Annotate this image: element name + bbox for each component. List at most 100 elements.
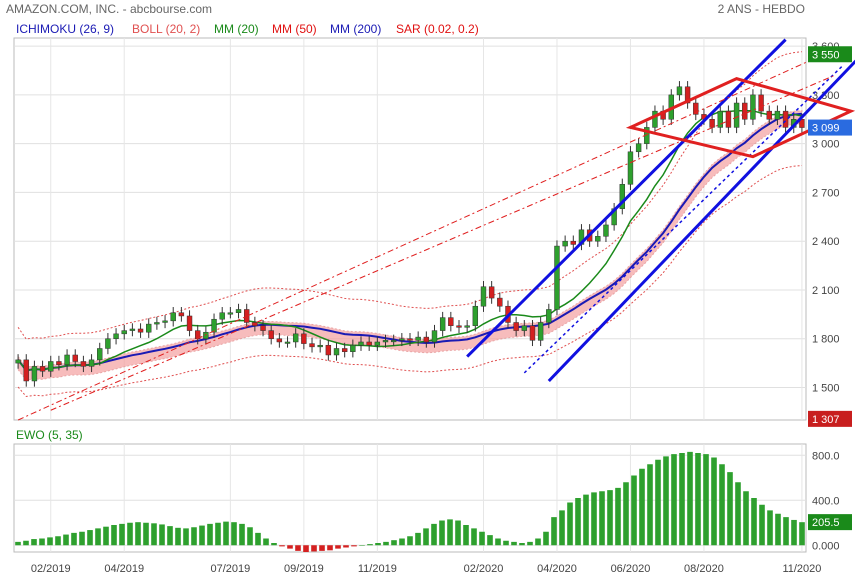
candle-body xyxy=(129,328,136,331)
ewo-bar xyxy=(151,523,157,546)
trend-line xyxy=(466,38,787,358)
ewo-bar xyxy=(751,498,757,546)
ewo-bar xyxy=(471,528,477,546)
ewo-bar xyxy=(591,492,597,546)
ewo-bar xyxy=(207,523,213,546)
price-plot-frame xyxy=(13,37,807,421)
ewo-bar xyxy=(111,525,117,546)
candle-body xyxy=(170,312,176,322)
ewo-bar xyxy=(263,538,269,546)
value-tag: 3 099 xyxy=(812,123,840,135)
ewo-bar xyxy=(655,459,661,546)
candle-body xyxy=(203,331,209,339)
trend-line xyxy=(523,65,844,374)
legend-ichimoku[interactable]: ICHIMOKU (26, 9) xyxy=(16,22,115,36)
candle-body xyxy=(235,309,242,313)
ewo-bar xyxy=(423,528,429,546)
candle-body xyxy=(358,341,364,346)
candle-body xyxy=(635,143,642,153)
ewo-bar xyxy=(463,525,469,546)
candle-body xyxy=(113,333,119,339)
candle-body xyxy=(390,340,397,343)
x-tick-label: 09/2019 xyxy=(284,563,324,575)
ewo-bar xyxy=(47,537,53,546)
ewo-bar xyxy=(679,453,685,546)
ewo-bar xyxy=(231,522,237,546)
ewo-bar xyxy=(127,522,133,546)
legend-ewo[interactable]: EWO (5, 35) xyxy=(16,428,83,442)
ewo-bar xyxy=(391,540,397,546)
ewo-bar xyxy=(135,522,141,546)
price-tick-label: 3 000 xyxy=(812,139,840,151)
ewo-bar xyxy=(319,545,325,551)
ewo-bar xyxy=(559,510,565,546)
legend-sar[interactable]: SAR (0.02, 0.2) xyxy=(396,22,479,36)
ewo-bar xyxy=(367,544,373,546)
ewo-bar xyxy=(383,541,389,546)
x-tick-label: 04/2019 xyxy=(104,563,144,575)
candle-body xyxy=(513,322,519,331)
channel-line xyxy=(17,48,835,421)
ewo-bar xyxy=(439,520,445,546)
x-tick-label: 11/2019 xyxy=(358,563,397,575)
price-tick-label: 2 100 xyxy=(812,285,840,297)
candle-body xyxy=(227,312,234,315)
ewo-bar xyxy=(87,530,93,546)
candle-body xyxy=(178,312,185,317)
x-tick-label: 11/2020 xyxy=(782,563,821,575)
ewo-bar xyxy=(351,545,357,547)
legend-mm200[interactable]: MM (200) xyxy=(330,22,382,36)
candle-body xyxy=(782,110,789,128)
candle-body xyxy=(48,361,54,372)
chart-title: AMAZON.COM, INC. - abcbourse.com xyxy=(6,2,213,16)
ewo-bar xyxy=(415,532,421,546)
ewo-bar xyxy=(543,531,549,546)
legend-mm20[interactable]: MM (20) xyxy=(214,22,259,36)
x-tick-label: 06/2020 xyxy=(611,563,651,575)
ewo-bar xyxy=(719,464,725,546)
legend-boll[interactable]: BOLL (20, 2) xyxy=(132,22,201,36)
ewo-bar xyxy=(23,540,29,546)
ewo-bar xyxy=(631,475,637,546)
candle-body xyxy=(537,322,544,341)
candle-body xyxy=(39,366,46,372)
candle-body xyxy=(448,317,454,326)
candle-body xyxy=(105,338,111,349)
ewo-bar xyxy=(175,527,181,546)
candle-body xyxy=(121,330,127,335)
candle-body xyxy=(146,323,152,333)
candle-body xyxy=(276,338,283,343)
ewo-value-tag: 205.5 xyxy=(812,517,840,529)
period-label: 2 ANS - HEBDO xyxy=(717,2,805,16)
triangle-pattern xyxy=(625,77,855,159)
candle-body xyxy=(374,341,381,346)
candle-body xyxy=(80,361,87,367)
candle-body xyxy=(325,344,332,356)
ewo-bar xyxy=(271,543,277,546)
ewo-bar xyxy=(143,522,149,546)
candle-body xyxy=(439,317,446,331)
ewo-bar xyxy=(607,490,613,546)
ewo-bar xyxy=(431,523,437,546)
ewo-bar xyxy=(31,539,37,546)
candle-body xyxy=(774,110,781,120)
candle-body xyxy=(627,151,634,185)
ewo-bar xyxy=(671,454,677,546)
price-tick-label: 1 800 xyxy=(812,334,840,346)
ewo-bar xyxy=(223,521,229,546)
ewo-bar xyxy=(703,454,709,546)
candle-body xyxy=(521,325,528,331)
legend-mm50[interactable]: MM (50) xyxy=(272,22,317,36)
ewo-bar xyxy=(39,538,45,546)
candle-body xyxy=(268,330,274,339)
ewo-bar xyxy=(279,545,285,547)
ewo-bar xyxy=(167,526,173,546)
candle-body xyxy=(472,305,479,326)
candle-body xyxy=(464,325,470,328)
x-tick-label: 02/2020 xyxy=(464,563,504,575)
price-tick-label: 1 500 xyxy=(812,382,840,394)
candle-body xyxy=(652,110,658,128)
candle-body xyxy=(341,348,348,352)
ewo-bar xyxy=(775,513,781,546)
